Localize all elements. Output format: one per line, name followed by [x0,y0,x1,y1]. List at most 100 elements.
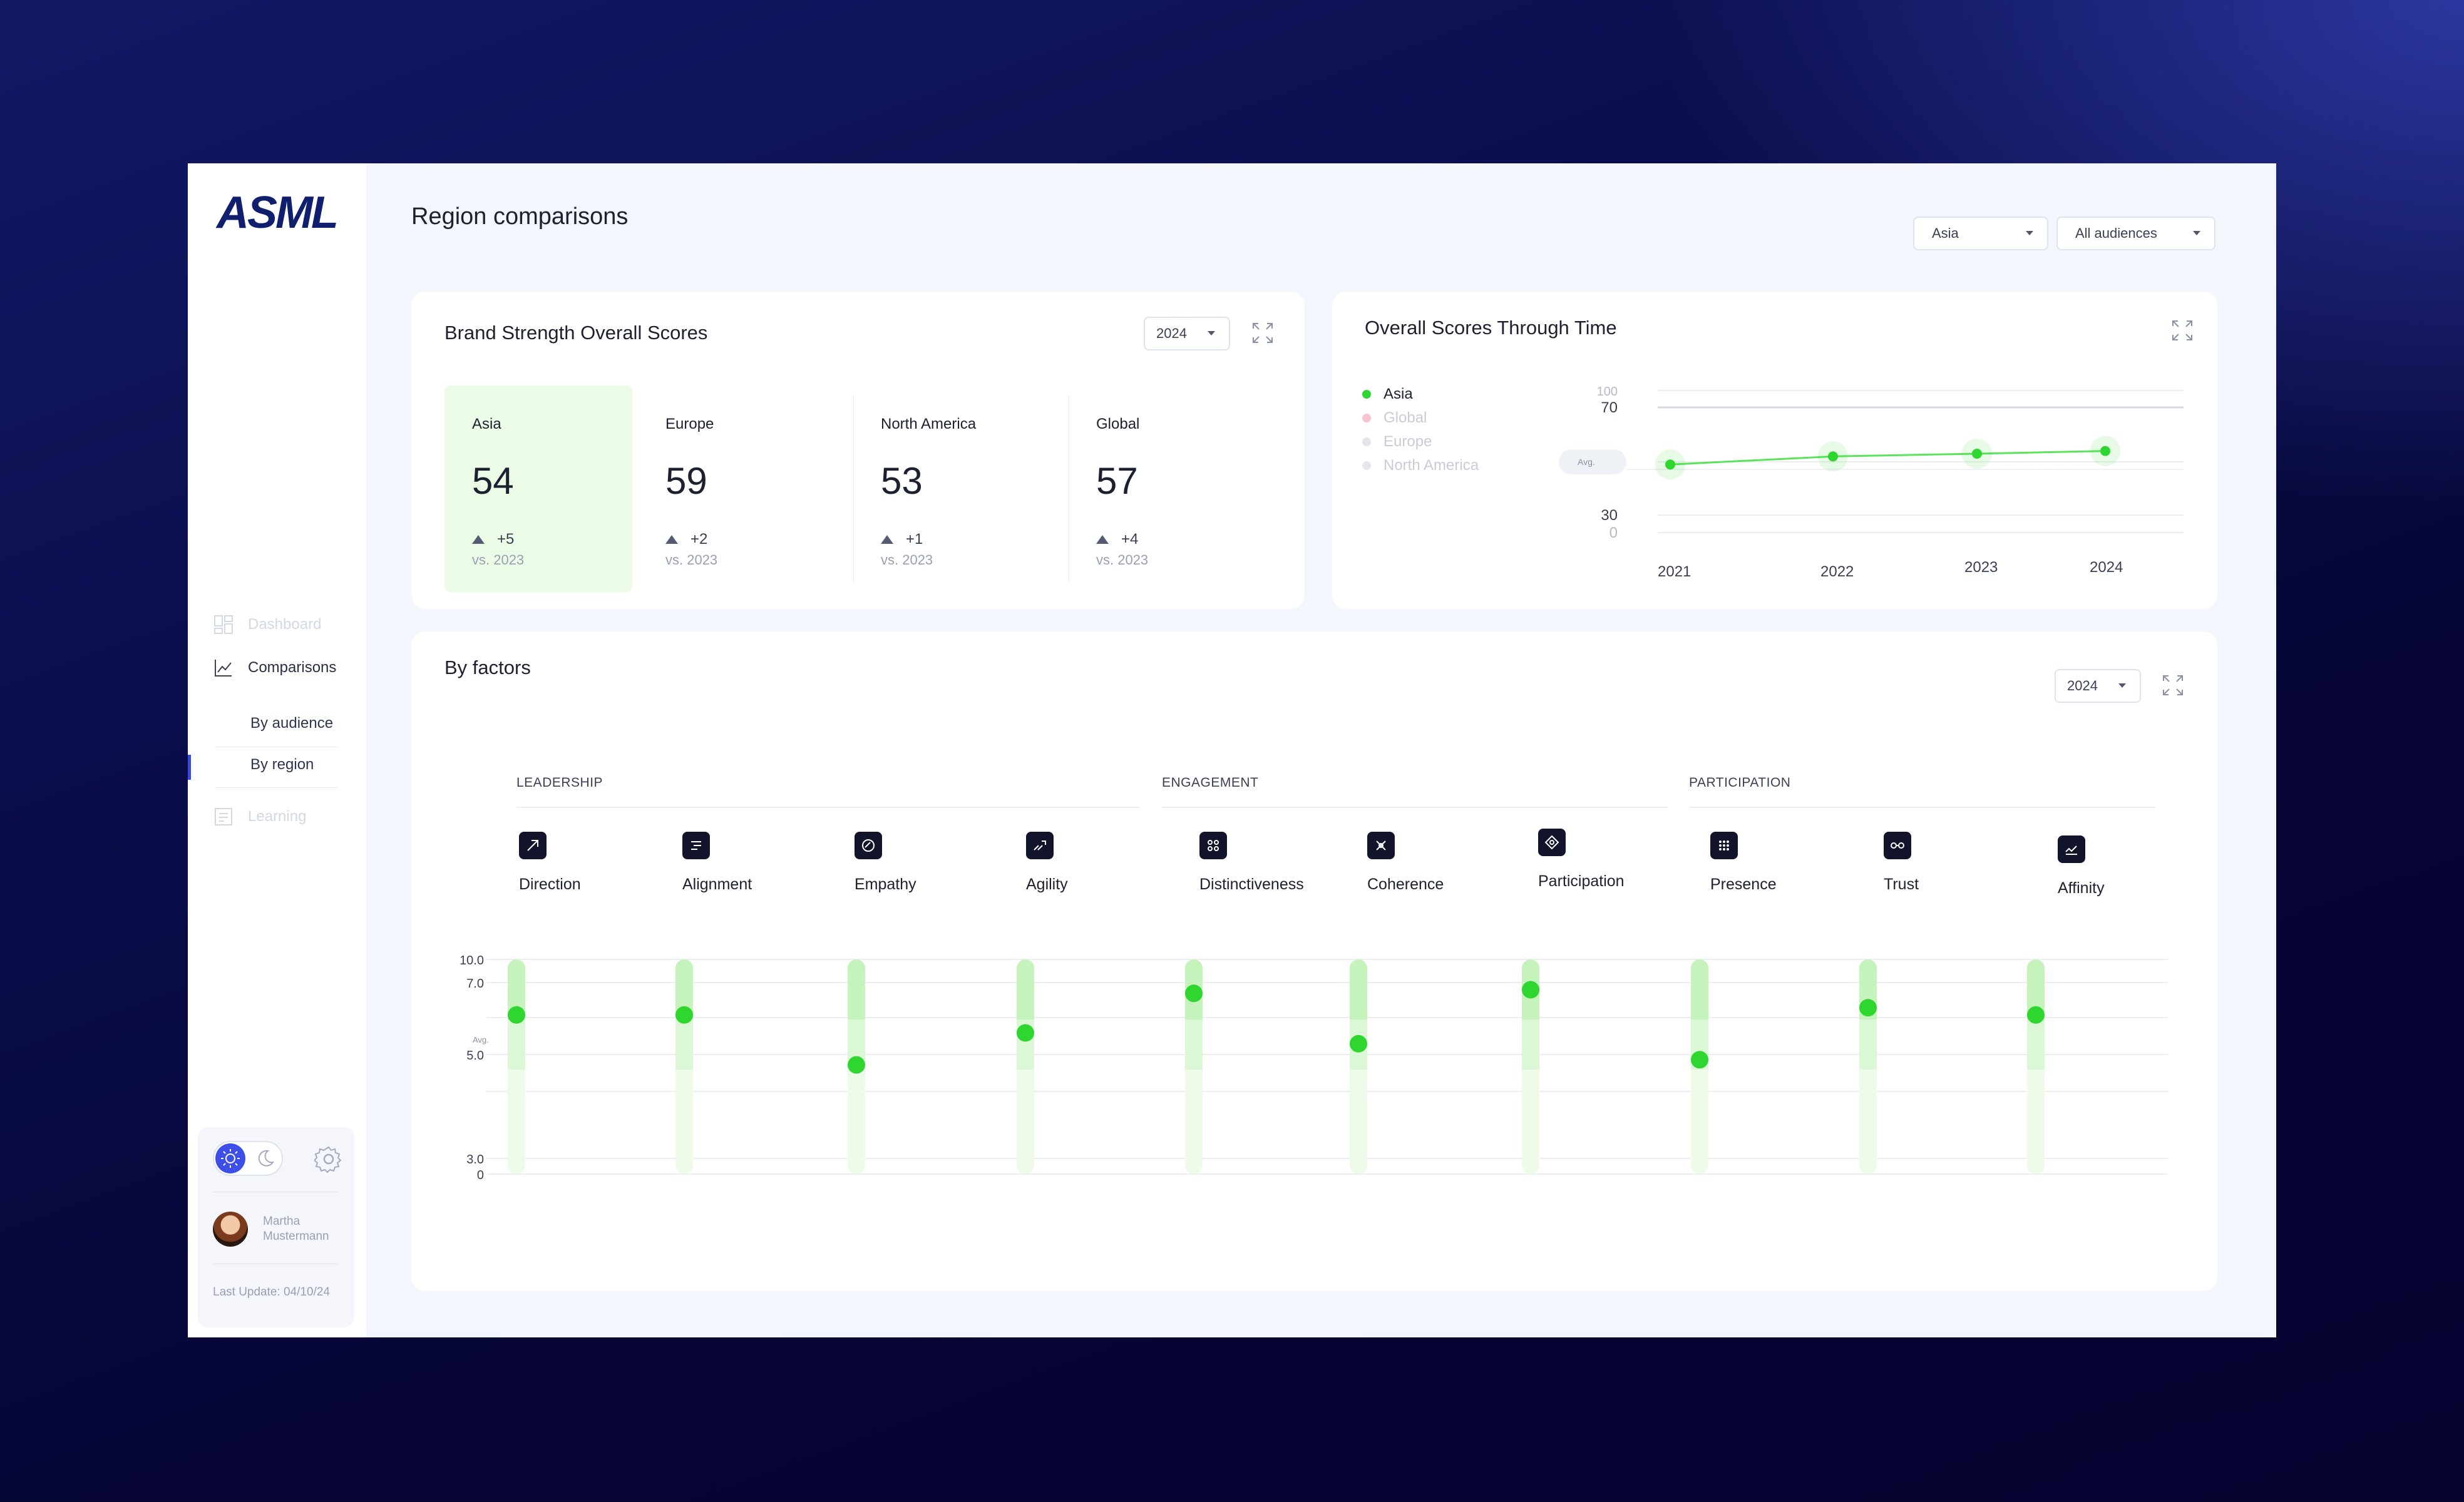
region-select[interactable]: Asia [1913,217,2048,250]
factor-label: Participation [1538,872,1625,890]
expand-icon[interactable] [2162,674,2184,697]
legend-label: Asia [1383,386,1413,402]
factor-score-dot [675,1006,693,1024]
sidebar-item-label: Dashboard [248,616,322,633]
legend-item-global[interactable]: Global [1362,409,1427,427]
settings-gear-icon[interactable] [313,1145,343,1173]
factor-distinctiveness[interactable]: Distinctiveness [1199,832,1337,894]
year-select[interactable]: 2024 [2055,669,2141,703]
moon-icon [255,1148,275,1168]
data-point [1665,459,1675,470]
delta-value: +5 [497,531,515,548]
sidebar-item-learning[interactable]: Learning [213,806,306,827]
active-indicator [188,755,191,780]
series-line-asia [1670,450,2106,466]
score-range-mid [1185,1019,1203,1070]
factor-label: Presence [1710,876,1777,893]
factor-chart: 10.0 7.0 5.0 3.00 Avg. [459,954,2168,1182]
score-range-mid [508,1019,525,1070]
divider [1162,807,1668,808]
divider [853,395,854,583]
app-window: ASML Dashboard Comparisons By audience B… [188,163,2276,1337]
by-factors-card: By factors 2024 LEADERSHIP ENGAGEMENT PA… [411,631,2217,1291]
expand-icon[interactable] [2171,319,2194,342]
region-delta: +5 [472,531,514,548]
factor-affinity[interactable]: Affinity [2058,835,2195,897]
region-vs: vs. 2023 [472,552,525,568]
factor-label: Distinctiveness [1199,876,1304,893]
region-delta: +1 [881,531,923,548]
triangle-up-icon [881,535,893,544]
factor-empathy[interactable]: Empathy [855,832,992,894]
user-last-name: Mustermann [263,1230,329,1243]
x-tick-label: 2023 [1964,559,1998,576]
chevron-down-icon [2193,231,2200,235]
legend-dot [1362,437,1371,446]
legend-dot [1362,390,1371,399]
line-chart-icon [213,657,234,678]
region-score: 54 [472,460,514,502]
score-range-upper [1350,959,1367,1029]
sidebar-item-comparisons[interactable]: Comparisons [213,657,336,678]
chevron-down-icon [2026,231,2033,235]
factor-direction[interactable]: Direction [519,832,657,894]
divider [1689,807,2155,808]
region-name: Global [1096,416,1140,432]
chevron-down-icon [2118,683,2126,688]
delta-value: +2 [690,531,708,548]
trust-icon [1884,832,1911,859]
expand-icon[interactable] [1251,322,1274,344]
legend-dot [1362,414,1371,422]
legend-item-europe[interactable]: Europe [1362,433,1432,451]
sidebar-item-dashboard[interactable]: Dashboard [213,614,321,635]
page-title: Region comparisons [411,203,629,230]
scores-through-time-card: Overall Scores Through Time Asia Global … [1332,292,2217,609]
region-delta: +4 [1096,531,1138,548]
card-title: Overall Scores Through Time [1365,317,1617,339]
factor-label: Empathy [855,876,916,893]
factor-presence[interactable]: Presence [1710,832,1848,894]
factor-agility[interactable]: Agility [1026,832,1164,894]
theme-toggle[interactable] [213,1141,283,1176]
legend-item-asia[interactable]: Asia [1362,386,1413,403]
user-name: Martha Mustermann [263,1214,329,1244]
factor-score-dot [1185,984,1203,1003]
audience-select[interactable]: All audiences [2056,217,2215,250]
year-select-value: 2024 [2067,678,2098,693]
factor-alignment[interactable]: Alignment [682,832,820,894]
region-score-europe[interactable]: Europe 59 +2 vs. 2023 [638,386,826,592]
sidebar-subitem-by-audience[interactable]: By audience [250,715,334,732]
group-label-engagement: ENGAGEMENT [1162,775,1259,790]
region-score: 59 [665,460,707,502]
presence-icon [1710,832,1738,859]
factor-label: Direction [519,876,581,893]
region-score-global[interactable]: Global 57 +4 vs. 2023 [1069,386,1256,592]
x-tick-label: 2022 [1820,563,1854,580]
score-range-mid [1522,1019,1539,1070]
avatar[interactable] [213,1212,248,1247]
score-range-upper [1691,959,1708,1029]
sidebar-subitem-by-region[interactable]: By region [250,756,314,773]
region-vs: vs. 2023 [665,552,718,568]
user-first-name: Martha [263,1215,300,1228]
empathy-icon [855,832,882,859]
data-point [2100,446,2110,456]
factor-label: Affinity [2058,879,2105,897]
sun-icon [215,1143,245,1173]
factor-participation[interactable]: Participation [1538,829,1676,891]
region-score-north-america[interactable]: North America 53 +1 vs. 2023 [853,386,1041,592]
y-tick-label: 5.0 [466,1049,484,1063]
factor-label: Trust [1884,876,1919,893]
region-vs: vs. 2023 [881,552,933,568]
y-tick-label: 0 [477,1168,484,1182]
region-score-asia[interactable]: Asia 54 +5 vs. 2023 [444,386,632,592]
factor-trust[interactable]: Trust [1884,832,2021,894]
last-update: Last Update: 04/10/24 [213,1285,330,1299]
year-select[interactable]: 2024 [1144,317,1230,350]
factor-coherence[interactable]: Coherence [1367,832,1505,894]
card-title: By factors [444,656,531,678]
legend-item-north-america[interactable]: North America [1362,457,1479,474]
avg-label: Avg. [1578,457,1595,467]
y-tick-label: 10.0 [459,954,484,968]
region-vs: vs. 2023 [1096,552,1149,568]
